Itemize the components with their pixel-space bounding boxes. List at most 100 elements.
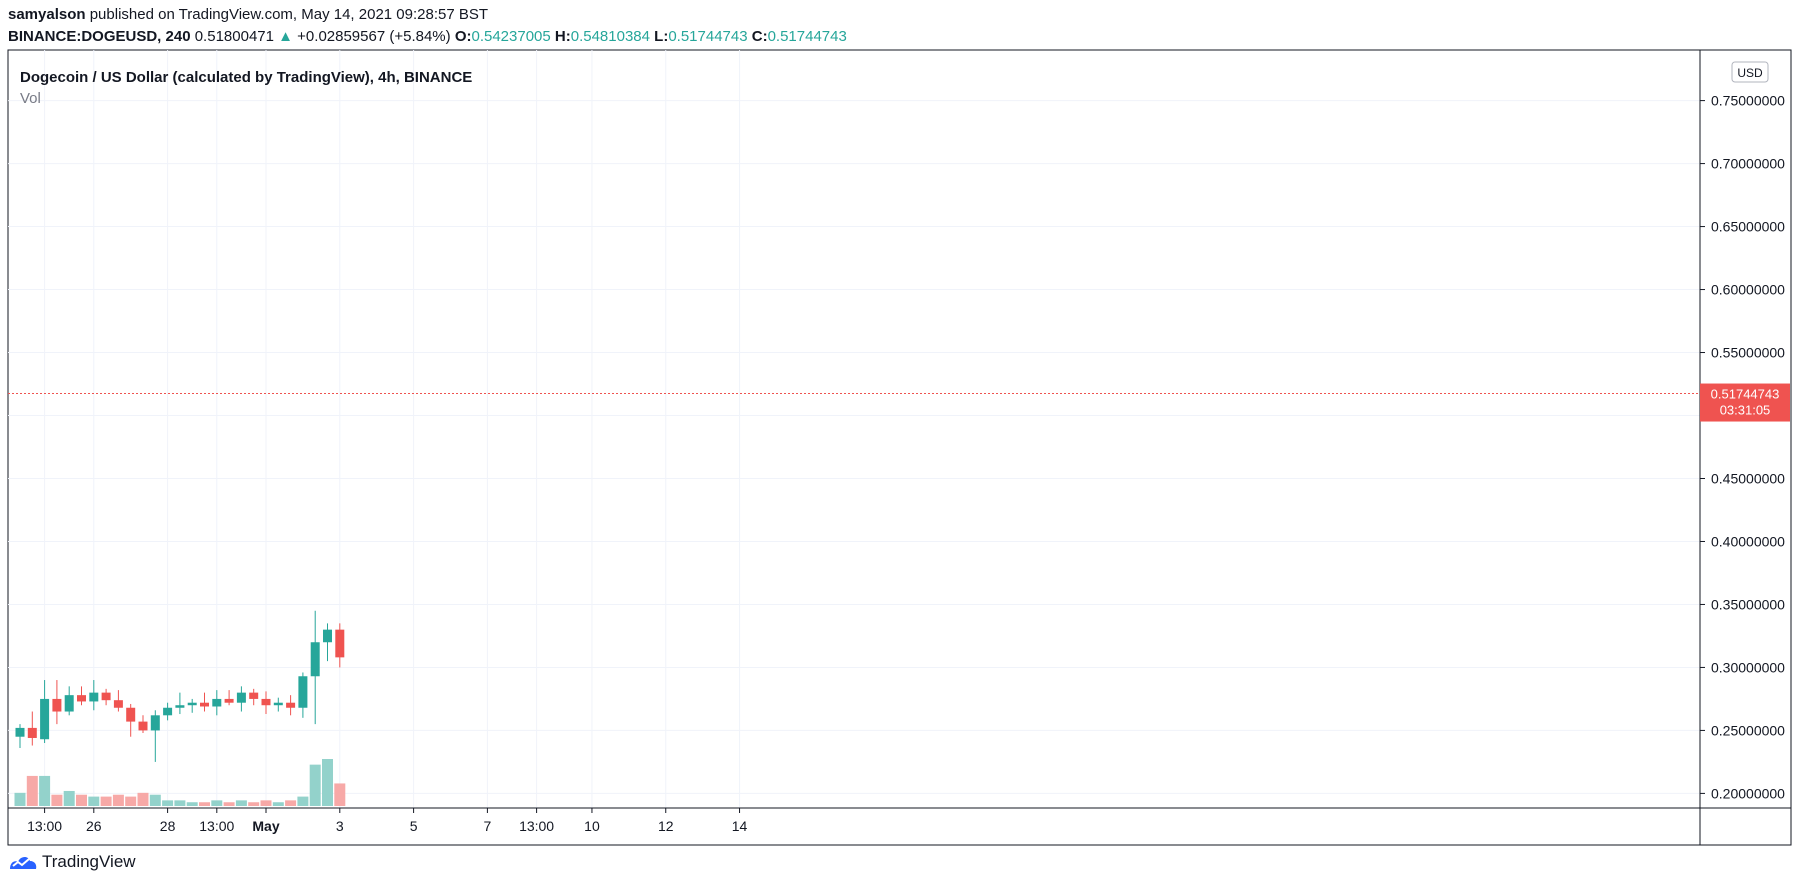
volume-bar bbox=[297, 796, 309, 806]
low-label: L: bbox=[654, 28, 669, 45]
ohlc-header: BINANCE:DOGEUSD, 240 0.51800471 ▲ +0.028… bbox=[8, 28, 847, 45]
time-tick-label: 13:00 bbox=[519, 818, 554, 834]
candle[interactable] bbox=[323, 623, 332, 662]
candle[interactable] bbox=[113, 690, 123, 712]
grid-lines bbox=[8, 50, 1700, 808]
candle[interactable] bbox=[261, 691, 271, 715]
volume-bar bbox=[334, 783, 346, 806]
candle[interactable] bbox=[224, 690, 234, 706]
volume-bar bbox=[63, 790, 75, 806]
candles[interactable] bbox=[15, 610, 345, 762]
volume-bar bbox=[199, 802, 210, 806]
time-tick-label: 26 bbox=[86, 818, 102, 834]
candle[interactable] bbox=[40, 680, 50, 744]
published-text: published on TradingView.com, May 14, 20… bbox=[89, 6, 489, 23]
price-tick-label: 0.65000000 bbox=[1711, 219, 1785, 235]
volume-bar bbox=[39, 775, 51, 806]
time-tick-label: 28 bbox=[160, 818, 176, 834]
candle[interactable] bbox=[200, 692, 209, 712]
author-name[interactable]: samyalson bbox=[8, 6, 86, 23]
candle-body bbox=[113, 700, 123, 708]
candle-body bbox=[126, 707, 136, 722]
last-price: 0.51800471 bbox=[194, 28, 274, 45]
candle[interactable] bbox=[286, 695, 296, 716]
volume-bar bbox=[285, 800, 297, 806]
time-tick-label: 10 bbox=[584, 818, 600, 834]
candle[interactable] bbox=[175, 692, 185, 715]
volume-bar bbox=[322, 759, 333, 806]
low-value: 0.51744743 bbox=[668, 28, 748, 45]
price-tick-label: 0.40000000 bbox=[1711, 533, 1785, 549]
volume-bar bbox=[223, 802, 235, 806]
price-scale[interactable]: 0.20000000 0.25000000 0.30000000 0.35000000… bbox=[1700, 93, 1785, 802]
candle[interactable] bbox=[138, 715, 148, 733]
candle-body bbox=[224, 698, 234, 703]
candle[interactable] bbox=[52, 680, 62, 725]
volume-bar bbox=[248, 802, 260, 806]
candle[interactable] bbox=[249, 688, 259, 706]
candle-body bbox=[15, 727, 25, 737]
change-value: +0.02859567 (+5.84%) bbox=[297, 28, 451, 45]
candle[interactable] bbox=[15, 724, 25, 749]
price-tick-label: 0.35000000 bbox=[1711, 596, 1785, 612]
candle[interactable] bbox=[27, 711, 37, 746]
time-tick-label: 7 bbox=[484, 818, 492, 834]
candle-body bbox=[101, 692, 111, 701]
candle-body bbox=[212, 698, 222, 707]
candle[interactable] bbox=[150, 710, 160, 762]
volume-bar bbox=[137, 792, 149, 806]
countdown-label: 03:31:05 bbox=[1720, 403, 1771, 418]
candle[interactable] bbox=[89, 680, 99, 711]
candle[interactable] bbox=[335, 623, 345, 668]
price-tick-label: 0.55000000 bbox=[1711, 345, 1785, 361]
volume-bar bbox=[211, 800, 223, 806]
candle[interactable] bbox=[212, 690, 222, 716]
chart-frame bbox=[7, 49, 1792, 846]
currency-badge[interactable] bbox=[1731, 61, 1769, 83]
volume-bar bbox=[14, 792, 26, 806]
price-tick-label: 0.70000000 bbox=[1711, 156, 1785, 172]
time-tick-label: 5 bbox=[410, 818, 418, 834]
volume-bar bbox=[88, 796, 100, 806]
candle[interactable] bbox=[77, 686, 86, 706]
tradingview-brand[interactable]: TradingView bbox=[8, 852, 136, 872]
candle-body bbox=[335, 629, 345, 658]
currency-label: USD bbox=[1737, 66, 1763, 80]
high-value: 0.54810384 bbox=[570, 28, 650, 45]
volume-bar bbox=[125, 796, 137, 806]
price-tick-label: 0.60000000 bbox=[1711, 282, 1785, 298]
candle[interactable] bbox=[236, 686, 246, 712]
high-label: H: bbox=[554, 28, 571, 45]
close-value: 0.51744743 bbox=[767, 28, 847, 45]
candle[interactable] bbox=[298, 672, 308, 718]
candle[interactable] bbox=[101, 688, 111, 706]
candle-body bbox=[298, 676, 308, 708]
candle-body bbox=[64, 695, 74, 712]
candle[interactable] bbox=[126, 703, 136, 737]
time-tick-label: 13:00 bbox=[27, 818, 62, 834]
candle-body bbox=[40, 698, 50, 740]
candle-body bbox=[310, 642, 320, 677]
candle-body bbox=[273, 702, 283, 706]
candle-body bbox=[163, 707, 173, 716]
candle[interactable] bbox=[64, 686, 74, 716]
tradingview-logo-icon bbox=[10, 856, 37, 869]
candle-body bbox=[77, 695, 86, 702]
chart-legend-title: Dogecoin / US Dollar (calculated by Trad… bbox=[20, 69, 472, 86]
candle-body bbox=[261, 698, 271, 706]
time-tick-label: 13:00 bbox=[199, 818, 234, 834]
volume-bar bbox=[76, 794, 87, 806]
candle[interactable] bbox=[273, 697, 283, 712]
time-scale[interactable]: 13:00 26 28 13:00 May 3 5 7 13:00 10 12 14 bbox=[27, 808, 748, 834]
candle-body bbox=[200, 702, 209, 707]
publish-info: samyalson published on TradingView.com, … bbox=[8, 6, 488, 23]
volume-bar bbox=[26, 775, 38, 806]
candle[interactable] bbox=[187, 698, 197, 713]
close-label: C: bbox=[751, 28, 768, 45]
volume-bar bbox=[174, 800, 186, 806]
current-price-label: 0.51744743 bbox=[1711, 387, 1780, 402]
candle[interactable] bbox=[310, 610, 320, 725]
candle[interactable] bbox=[163, 702, 173, 721]
volume-bar bbox=[260, 800, 272, 806]
